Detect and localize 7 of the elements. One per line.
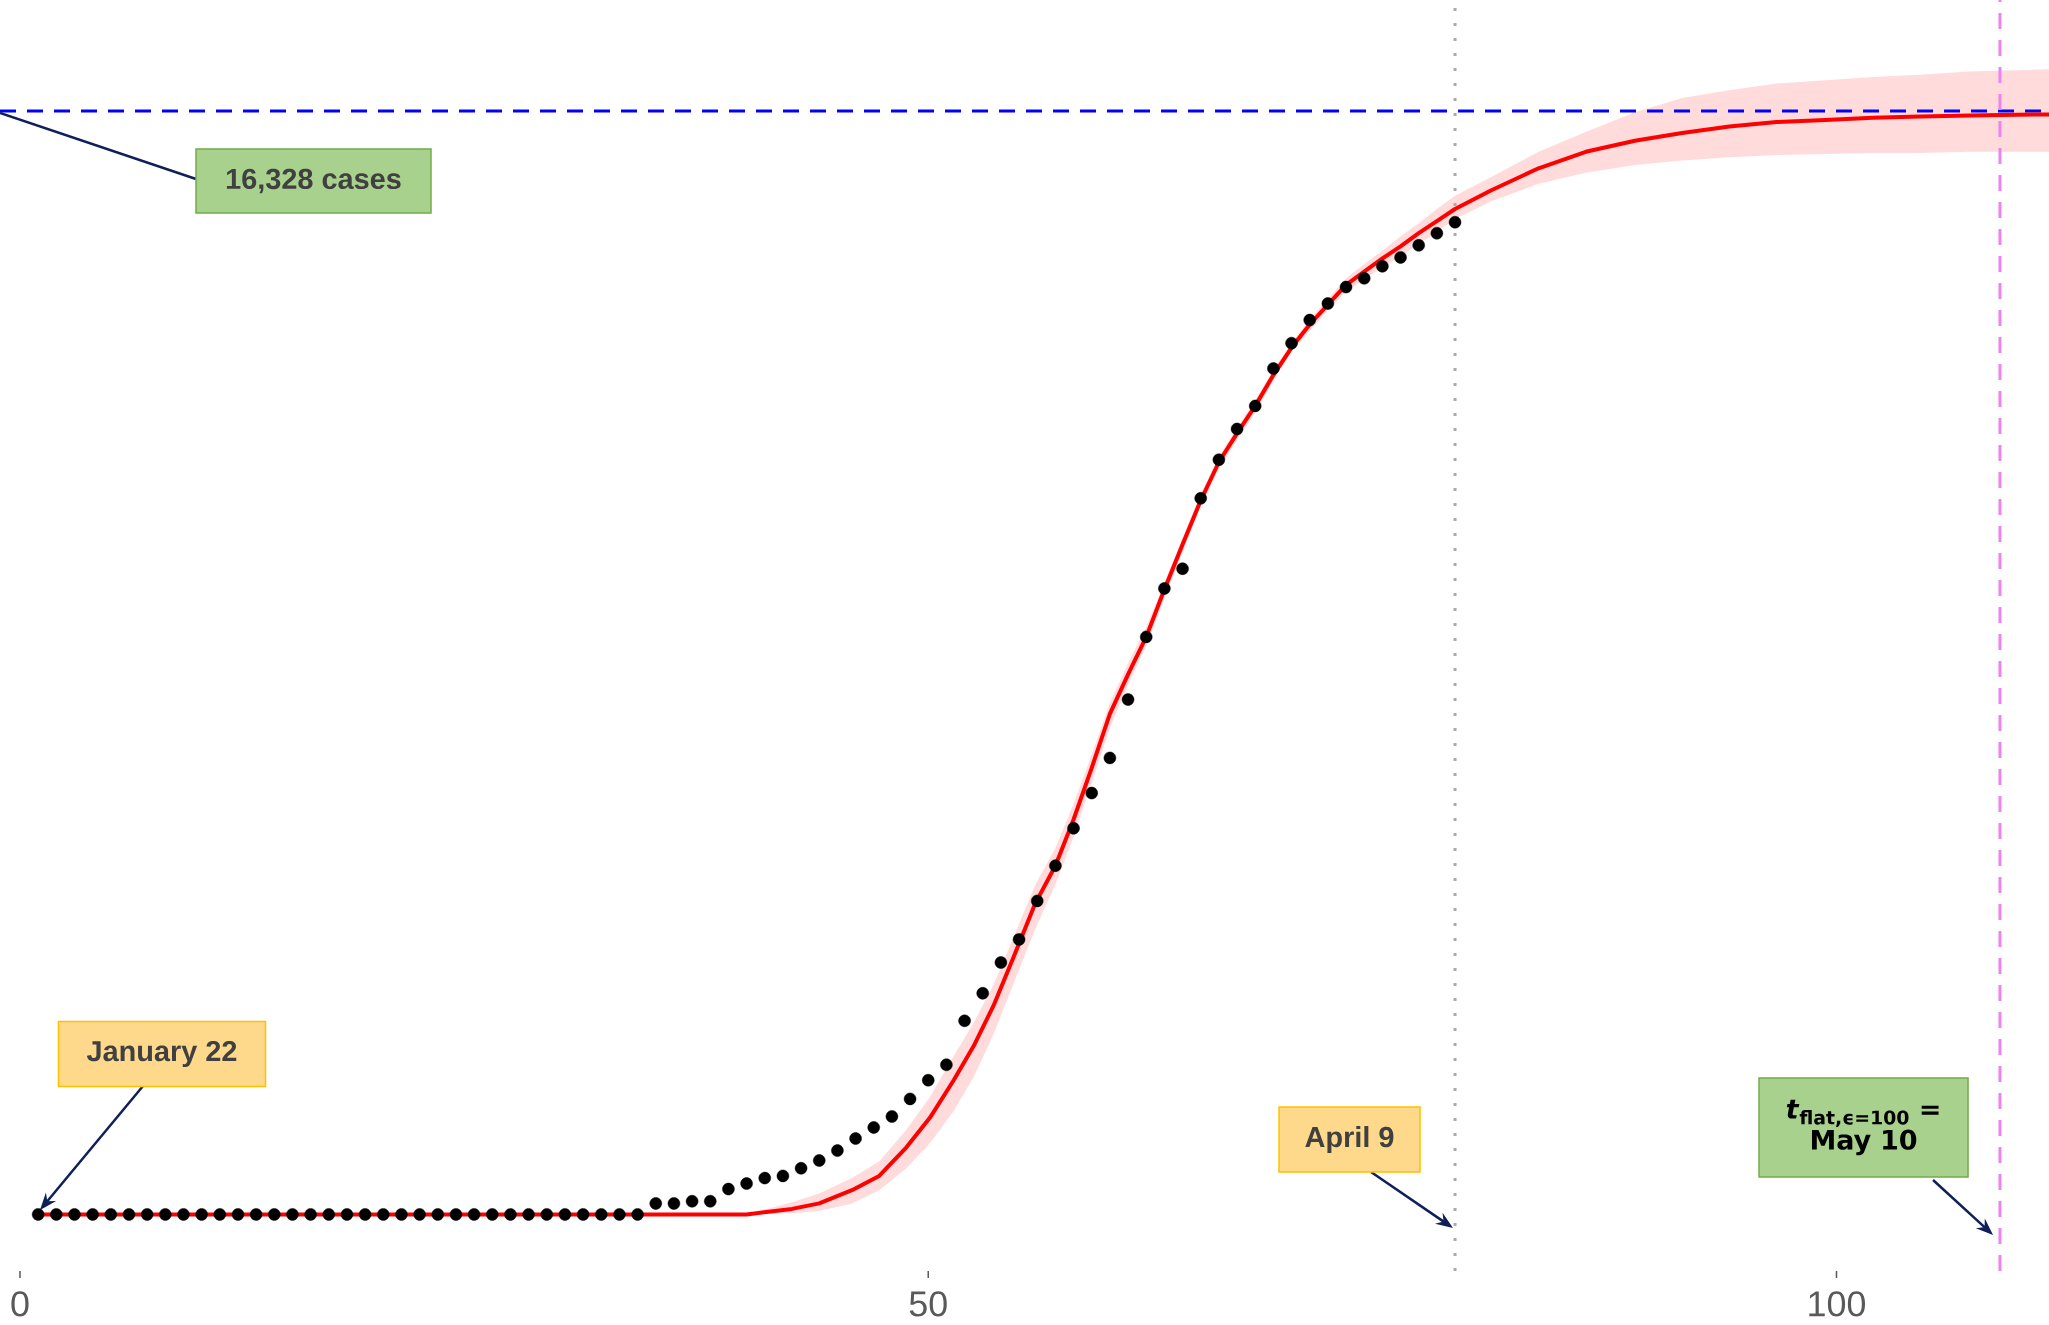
annotation: April 9: [1305, 1126, 1394, 1153]
x-tick-label: 50: [909, 1291, 947, 1317]
annotation: 16,328 cases: [226, 168, 401, 194]
annotation: January 22: [86, 1040, 237, 1068]
annotation: t$_{flat,ϵ=100}$ = May 10: [1786, 1099, 1939, 1156]
x-tick-label: 100: [1809, 1291, 1866, 1317]
x-tick-label: 0: [11, 1291, 29, 1317]
